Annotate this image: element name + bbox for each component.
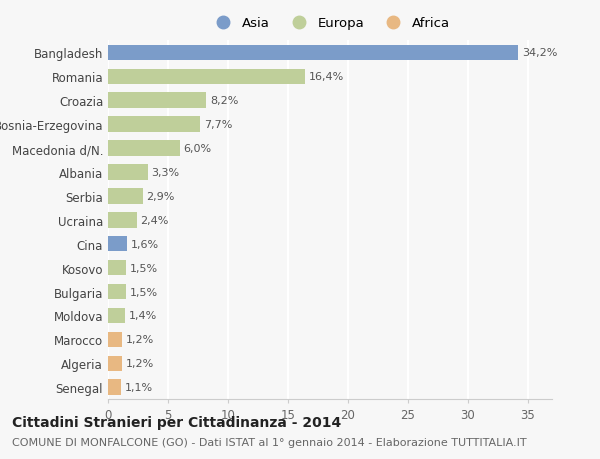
Text: 1,1%: 1,1%: [125, 382, 153, 392]
Bar: [108, 284, 126, 300]
Text: 7,7%: 7,7%: [204, 120, 232, 130]
Text: 8,2%: 8,2%: [210, 96, 238, 106]
Bar: [108, 189, 143, 204]
Bar: [108, 69, 305, 85]
Text: 16,4%: 16,4%: [308, 72, 344, 82]
Text: 3,3%: 3,3%: [151, 168, 179, 178]
Text: Cittadini Stranieri per Cittadinanza - 2014: Cittadini Stranieri per Cittadinanza - 2…: [12, 415, 341, 429]
Text: 6,0%: 6,0%: [184, 144, 212, 154]
Bar: [108, 356, 122, 371]
Text: 2,9%: 2,9%: [146, 191, 175, 202]
Bar: [108, 260, 126, 276]
Text: 1,2%: 1,2%: [126, 335, 154, 345]
Text: 34,2%: 34,2%: [522, 48, 557, 58]
Bar: [108, 93, 206, 109]
Bar: [108, 45, 518, 61]
Text: 1,4%: 1,4%: [128, 311, 157, 321]
Bar: [108, 213, 137, 228]
Bar: [108, 165, 148, 180]
Text: COMUNE DI MONFALCONE (GO) - Dati ISTAT al 1° gennaio 2014 - Elaborazione TUTTITA: COMUNE DI MONFALCONE (GO) - Dati ISTAT a…: [12, 437, 527, 447]
Text: 1,6%: 1,6%: [131, 239, 159, 249]
Text: 1,2%: 1,2%: [126, 358, 154, 369]
Text: 1,5%: 1,5%: [130, 263, 158, 273]
Bar: [108, 380, 121, 395]
Bar: [108, 236, 127, 252]
Bar: [108, 332, 122, 347]
Bar: [108, 141, 180, 157]
Bar: [108, 117, 200, 133]
Text: 1,5%: 1,5%: [130, 287, 158, 297]
Text: 2,4%: 2,4%: [140, 215, 169, 225]
Legend: Asia, Europa, Africa: Asia, Europa, Africa: [210, 17, 450, 30]
Bar: [108, 308, 125, 324]
